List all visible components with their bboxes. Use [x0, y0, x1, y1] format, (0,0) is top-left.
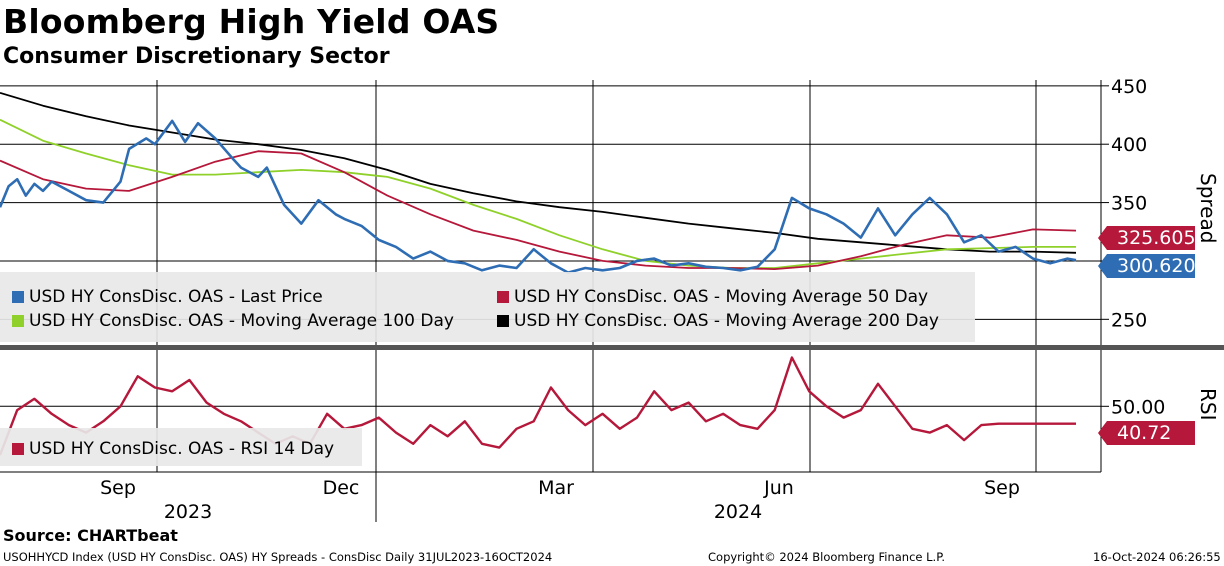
source-note: Source: CHARTbeat [3, 526, 178, 545]
x-tick-label: Sep [100, 477, 136, 499]
rsi-value-tag: 40.72 [1098, 421, 1195, 445]
legend-swatch-ma200 [497, 315, 509, 327]
x-tick-label: Jun [763, 477, 794, 499]
x-tick-label: Dec [323, 477, 360, 499]
legend-item-rsi: USD HY ConsDisc. OAS - RSI 14 Day [12, 439, 334, 459]
legend-item-last-price: USD HY ConsDisc. OAS - Last Price [12, 287, 323, 307]
x-tick-label: Sep [984, 477, 1020, 499]
spread-tick-label: 450 [1111, 76, 1147, 98]
legend-swatch-ma50 [497, 291, 509, 303]
legend-swatch-ma100 [12, 315, 24, 327]
legend-label-rsi: USD HY ConsDisc. OAS - RSI 14 Day [29, 439, 335, 459]
legend-label-ma50: USD HY ConsDisc. OAS - Moving Average 50… [514, 287, 929, 307]
ma50-value-tag: 325.605 [1098, 226, 1196, 250]
rsi-axis-label: RSI [1196, 388, 1220, 421]
x-tick-label: Mar [538, 477, 574, 499]
copyright: Copyright© 2024 Bloomberg Finance L.P. [708, 550, 945, 564]
spread-legend [0, 272, 975, 342]
last-price-value-tag: 300.620 [1098, 254, 1196, 278]
legend-swatch-rsi [12, 443, 24, 455]
chart-title: Bloomberg High Yield OAS [3, 2, 500, 41]
timestamp: 16-Oct-2024 06:26:55 [1093, 550, 1221, 564]
legend-label-last-price: USD HY ConsDisc. OAS - Last Price [29, 287, 323, 307]
legend-item-ma50: USD HY ConsDisc. OAS - Moving Average 50… [497, 287, 928, 307]
legend-item-ma200: USD HY ConsDisc. OAS - Moving Average 20… [497, 311, 939, 331]
spread-tick-label: 400 [1111, 134, 1147, 156]
year-label: 2023 [164, 501, 212, 523]
panel-divider [0, 345, 1224, 350]
series-line-ma50 [0, 150, 1077, 270]
rsi-legend [0, 428, 362, 466]
spread-tick-label: 350 [1111, 193, 1147, 215]
spread-tick-label: 250 [1111, 309, 1147, 331]
rsi-tick-label: 50.00 [1111, 396, 1165, 418]
series-line-rsi [0, 356, 1076, 456]
year-label: 2024 [714, 501, 762, 523]
legend-item-ma100: USD HY ConsDisc. OAS - Moving Average 10… [12, 311, 454, 331]
series-line-last-price [0, 119, 1077, 274]
spread-axis-label: Spread [1196, 173, 1220, 244]
ticker-info: USOHHYCD Index (USD HY ConsDisc. OAS) HY… [3, 550, 553, 564]
legend-label-ma200: USD HY ConsDisc. OAS - Moving Average 20… [514, 311, 939, 331]
legend-label-ma100: USD HY ConsDisc. OAS - Moving Average 10… [29, 311, 454, 331]
chart-subtitle: Consumer Discretionary Sector [3, 44, 390, 69]
legend-swatch-last-price [12, 291, 24, 303]
